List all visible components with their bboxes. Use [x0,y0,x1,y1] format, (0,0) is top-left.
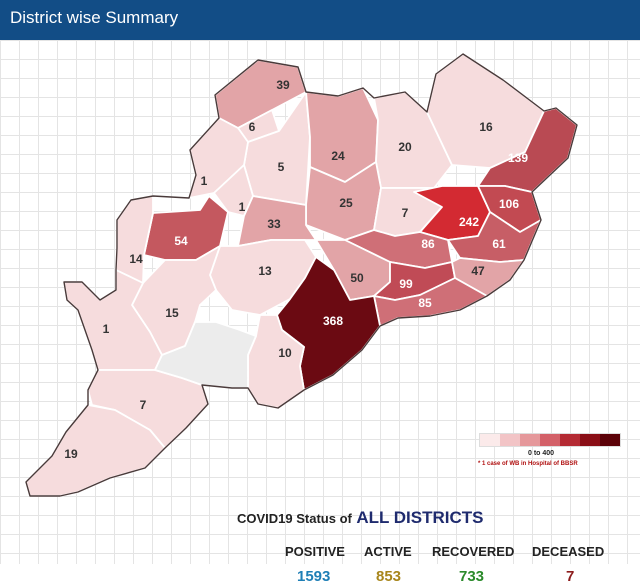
label-242: 242 [459,215,479,229]
label-33: 33 [267,217,281,231]
district-unlabeled[interactable] [154,321,257,389]
label-24: 24 [331,149,345,163]
legend-color-scale [479,433,621,447]
recovered-label: RECOVERED [432,544,515,559]
label-99: 99 [399,277,413,291]
map-panel: 39 6 5 24 20 16 139 1 1 25 7 242 106 54 … [0,40,640,585]
legend-swatch [600,434,620,446]
label-13: 13 [258,264,272,278]
label-10: 10 [278,346,292,360]
header-bar: District wise Summary [0,0,640,41]
label-50: 50 [350,271,364,285]
legend-range: 0 to 400 [528,450,555,457]
label-39: 39 [276,78,290,92]
label-6: 6 [249,120,256,134]
label-1-west: 1 [103,322,110,336]
label-1-central: 1 [239,200,246,214]
map-legend: 0 to 400 * 1 case of WB in Hospital of B… [476,433,626,478]
label-16: 16 [479,120,493,134]
legend-swatch [500,434,520,446]
label-5: 5 [278,160,285,174]
legend-swatch [560,434,580,446]
label-54: 54 [174,234,188,248]
legend-note: * 1 case of WB in Hospital of BBSR [478,461,578,467]
positive-label: POSITIVE [285,544,345,559]
label-7-south: 7 [140,398,147,412]
status-title-prefix: COVID19 Status of [237,511,352,526]
active-value: 853 [376,568,402,585]
label-139: 139 [508,151,528,165]
label-86: 86 [421,237,435,251]
label-25: 25 [339,196,353,210]
deceased-label: DECEASED [532,544,605,559]
legend-swatch [480,434,500,446]
active-label: ACTIVE [364,544,412,559]
label-61: 61 [492,237,506,251]
label-368: 368 [323,314,343,328]
label-7-east: 7 [402,206,409,220]
legend-swatch [540,434,560,446]
label-1-north: 1 [201,174,208,188]
district-14[interactable] [115,195,154,284]
recovered-value: 733 [459,568,485,585]
label-19: 19 [64,447,78,461]
deceased-value: 7 [566,568,575,585]
status-title-strong: ALL DISTRICTS [356,508,484,527]
positive-value: 1593 [297,568,331,585]
label-15: 15 [165,306,179,320]
district-map: 39 6 5 24 20 16 139 1 1 25 7 242 106 54 … [25,53,578,497]
label-20: 20 [398,140,412,154]
label-14: 14 [129,252,143,266]
label-85: 85 [418,296,432,310]
label-106: 106 [499,197,519,211]
legend-swatch [520,434,540,446]
status-title: COVID19 Status of ALL DISTRICTS [237,508,484,528]
page-title: District wise Summary [10,8,179,27]
label-47: 47 [471,264,485,278]
legend-swatch [580,434,600,446]
